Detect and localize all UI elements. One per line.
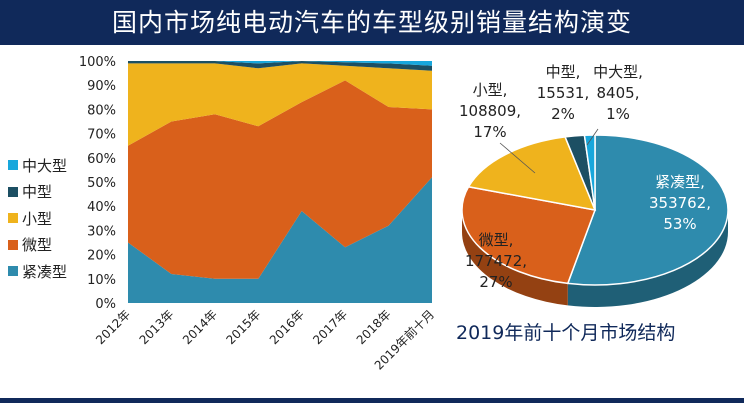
area-series-3 (128, 61, 432, 71)
pie-data-label: 中型, 15531, 2% (537, 63, 590, 123)
legend-swatch (8, 186, 18, 197)
pie-data-label: 紧凑型, 353762, 53% (649, 173, 711, 233)
area-series-4 (128, 61, 432, 66)
legend-swatch (8, 160, 18, 171)
legend-label: 紧凑型 (22, 262, 68, 281)
y-tick-label: 90% (87, 79, 116, 94)
y-tick-label: 30% (87, 224, 116, 239)
pie-slice-side-0 (567, 210, 728, 307)
leader-line-0 (499, 142, 536, 174)
legend-swatch (8, 266, 18, 277)
pie-chart: 紧凑型, 353762, 53% 微型, 177472, 27% 小型, 108809, 17%… (459, 63, 729, 307)
legend-item: 中型 (8, 179, 67, 206)
y-tick-label: 10% (87, 273, 116, 288)
y-tick-label: 40% (87, 200, 116, 215)
legend-swatch (8, 213, 18, 224)
y-tick-label: 50% (87, 176, 116, 191)
legend-item: 小型 (8, 205, 67, 232)
y-tick-label: 80% (87, 103, 116, 118)
x-tick-label: 2015年 (223, 307, 263, 347)
y-tick-label: 100% (79, 55, 116, 70)
x-tick-label: 2017年 (310, 307, 350, 347)
chart-legend: 中大型中型小型微型紧凑型 (8, 152, 67, 285)
legend-label: 中型 (22, 183, 53, 202)
pie-slice-1 (461, 185, 597, 285)
y-tick-label: 70% (87, 128, 116, 143)
bottom-line (0, 398, 744, 403)
pie-slice-0 (566, 134, 729, 286)
x-tick-label: 2016年 (267, 307, 307, 347)
pie-data-label: 中大型, 8405, 1% (593, 63, 643, 123)
pie-data-label: 微型, 177472, 27% (465, 231, 527, 291)
leader-line-1 (586, 128, 599, 146)
legend-item: 微型 (8, 232, 67, 259)
area-series-2 (128, 63, 432, 146)
area-series-0 (128, 177, 432, 303)
x-tick-label: 2014年 (180, 307, 220, 347)
x-tick-label: 2012年 (93, 307, 133, 347)
pie-data-label: 小型, 108809, 17% (459, 81, 521, 141)
pie-slice-side-1 (462, 210, 568, 306)
pie-slice-2 (467, 136, 597, 211)
legend-label: 微型 (22, 236, 53, 255)
legend-item: 中大型 (8, 152, 67, 179)
area-series-1 (128, 80, 432, 279)
title-bar (0, 0, 744, 45)
y-tick-label: 0% (95, 297, 116, 312)
legend-item: 紧凑型 (8, 258, 67, 285)
y-tick-label: 60% (87, 152, 116, 167)
pie-slice-4 (583, 134, 596, 211)
legend-label: 中大型 (22, 156, 68, 175)
x-tick-label: 2018年 (354, 307, 394, 347)
stacked-area-chart: 0%10%20%30%40%50%60%70%80%90%100%2012年 20… (79, 55, 437, 373)
legend-label: 小型 (22, 209, 53, 228)
legend-swatch (8, 239, 18, 250)
pie-subtitle: 2019年前十个月市场结构 (456, 322, 676, 344)
page-title: 国内市场纯电动汽车的车型级别销量结构演变 (111, 8, 632, 37)
x-tick-label: 2013年 (137, 307, 177, 347)
y-tick-label: 20% (87, 249, 116, 264)
